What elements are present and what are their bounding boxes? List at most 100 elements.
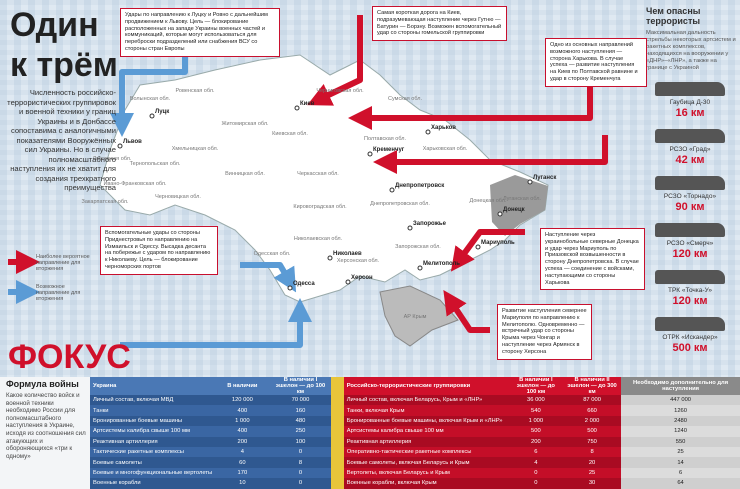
city-dot	[425, 129, 431, 135]
table-cell: 160	[269, 405, 332, 416]
formula-text: Какое количество войск и военной техники…	[6, 392, 86, 460]
table-cell: 4	[508, 457, 563, 468]
table-cell: 25	[621, 446, 740, 458]
table-cell: Тактические ракетные комплексы	[90, 446, 216, 458]
city-dot	[367, 151, 373, 157]
table-cell: 447 000	[621, 395, 740, 406]
table-cell: 250	[269, 426, 332, 437]
city-dot	[294, 105, 300, 111]
table-cell: 100	[269, 436, 332, 447]
map: ФОКУС Один к трём Волынская обл. Ровенска…	[8, 6, 608, 376]
table-cell: 0	[508, 467, 563, 479]
table-cell: 8	[269, 457, 332, 468]
city-dot	[345, 279, 351, 285]
table-cell: 2480	[621, 415, 740, 427]
city-label: Луганск	[533, 175, 556, 181]
table-cell: 120 000	[215, 395, 270, 406]
weapon-icon	[655, 129, 725, 143]
table-cell: 6	[508, 446, 563, 458]
table-cell: Бронированные боевые машины, включая Кры…	[343, 415, 509, 427]
arrow-red	[443, 290, 490, 333]
arrow-red	[373, 135, 608, 174]
legend-label: Наиболее вероятное направление для вторж…	[36, 254, 90, 272]
table-cell: 170	[215, 467, 270, 479]
region-label: Закарпатская обл.	[82, 199, 129, 205]
city-dot	[497, 211, 503, 217]
arrow-blue	[110, 45, 188, 137]
table-cell: 750	[563, 436, 622, 447]
region-label: Сумская обл.	[388, 96, 422, 102]
table-cell: 10	[215, 478, 270, 489]
region-label: Черкасская обл.	[297, 171, 339, 177]
formula-title: Формула войны	[6, 379, 79, 389]
city-dot	[287, 285, 293, 291]
table-cell: 1 000	[508, 415, 563, 427]
region-label: Винницкая обл.	[225, 171, 265, 177]
table-cell: 0	[508, 478, 563, 489]
region-label: Волынская обл.	[130, 96, 171, 102]
arrow-red	[450, 229, 525, 272]
separator	[331, 405, 344, 416]
header-cell: Украина	[90, 377, 216, 395]
region-label: Херсонская обл.	[337, 258, 380, 264]
region-label: Житомирская обл.	[221, 121, 269, 127]
occupied-area	[490, 175, 548, 236]
separator	[331, 377, 344, 395]
region-label: Одесская обл.	[254, 251, 291, 257]
separator	[331, 467, 344, 479]
region-label: Кировоградская обл.	[293, 204, 347, 210]
region-label: Киевская обл.	[272, 131, 308, 137]
city-dot	[117, 143, 123, 149]
arrow-red	[348, 85, 593, 130]
crimea-outline	[379, 285, 459, 347]
arrow-red	[307, 15, 363, 106]
table-cell: 0	[269, 446, 332, 458]
callout: Одно из основных направлений возможного …	[545, 38, 647, 87]
callout: Наступление через украинобольные северны…	[540, 228, 645, 291]
table-cell: 6	[621, 467, 740, 479]
city-dot	[407, 225, 413, 231]
weapons-description: Максимальная дальность стрельбы некоторы…	[646, 30, 736, 71]
region-label: Львовская обл.	[93, 156, 132, 162]
table-cell: 87 000	[563, 395, 622, 406]
table-row: Артсистемы калибра свыше 100 мм 400 250 Арт…	[90, 426, 740, 437]
table-row: Боевые и многофункциональные вертолеты 17…	[90, 467, 740, 479]
table-cell: 36 000	[508, 395, 563, 406]
table-cell: Военные корабли, включая Крым	[343, 478, 509, 489]
table-cell: 500	[508, 426, 563, 437]
region-label: Донецкая обл.	[470, 198, 507, 204]
region-label: Полтавская обл.	[364, 136, 406, 142]
table-cell: Оперативно-тактические ракетные комплекс…	[343, 446, 509, 458]
callout: Развитие наступления севернее Мариуполя …	[497, 304, 592, 360]
weapon-range: 16 км	[675, 107, 705, 119]
table-cell: 1 000	[215, 415, 270, 427]
weapon-name: Гаубица Д-30	[669, 99, 711, 106]
city-label: Запорожье	[413, 221, 447, 227]
city-label: Кременчуг	[373, 147, 405, 153]
city-dot	[417, 265, 423, 271]
arrow-blue	[120, 298, 312, 348]
table-cell: Личный состав, включая МВД	[90, 395, 216, 406]
table-cell: Военные корабли	[90, 478, 216, 489]
table-cell: 500	[563, 426, 622, 437]
separator	[331, 415, 344, 427]
table-cell: 200	[508, 436, 563, 447]
table-row: Бронированные боевые машины 1 000 480 Брони…	[90, 415, 740, 427]
table-cell: Реактивная артиллерия	[343, 436, 509, 447]
table-cell: Бронированные боевые машины	[90, 415, 216, 427]
table-row: Военные корабли 10 0 Военные корабли, включ…	[90, 478, 740, 489]
region-label: Ровенская обл.	[176, 88, 215, 94]
weapon-range: 120 км	[672, 295, 708, 307]
table-cell: 480	[269, 415, 332, 427]
city-label: Днепропетровск	[395, 183, 444, 189]
callout: Самая короткая дорога на Киев, подразуме…	[372, 6, 507, 42]
region-label: Ивано-Франковская обл.	[103, 181, 167, 187]
table-cell: 60	[215, 457, 270, 468]
weapon-name: ТРК «Точка-У»	[667, 287, 713, 294]
header-cell: В наличии II эшелон — до 300 км	[563, 377, 622, 395]
city-dot	[389, 187, 395, 193]
weapon-icon	[655, 176, 725, 190]
separator	[331, 436, 344, 447]
weapon-name: РСЗО «Торнадо»	[663, 193, 717, 200]
